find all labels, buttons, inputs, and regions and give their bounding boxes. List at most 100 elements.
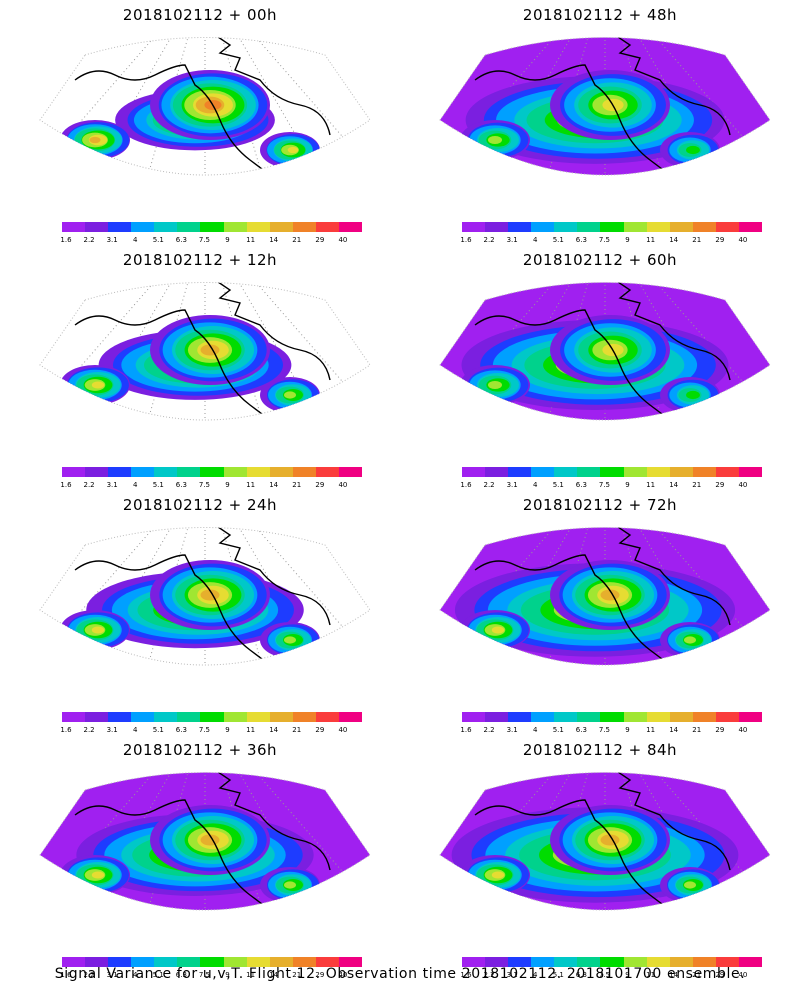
colorbar-tick-label: 7.5 <box>198 971 211 979</box>
map-panel: 2018102112 + 12h 1.6 2.2 3.1 4 5.1 6.3 7.5 9 11 14… <box>0 245 400 490</box>
colorbar-tick-label: 7.5 <box>198 726 211 734</box>
colorbar-swatch <box>462 712 486 722</box>
colorbar-swatch <box>85 222 109 232</box>
colorbar-tick-label: 2.2 <box>83 236 95 244</box>
colorbar-tick-label: 4 <box>532 726 538 734</box>
colorbar-tick-label: 2.2 <box>483 481 495 489</box>
colorbar-tick-label: 11 <box>646 481 656 489</box>
colorbar-tick-label: 40 <box>738 726 748 734</box>
colorbar-swatch <box>577 467 601 477</box>
colorbar-swatch <box>600 957 624 967</box>
colorbar-tick-label: 29 <box>315 236 325 244</box>
colorbar-swatch <box>508 712 532 722</box>
colorbar-swatch <box>338 957 363 967</box>
colorbar-tick-label: 3.1 <box>506 481 518 489</box>
colorbar <box>462 222 763 234</box>
colorbar-tick-label: 6.3 <box>575 726 587 734</box>
variance-contour <box>684 881 696 889</box>
colorbar-swatch <box>623 957 647 967</box>
colorbar-tick-label: 6.3 <box>575 236 587 244</box>
colorbar-tick-label: 21 <box>692 481 702 489</box>
colorbar-tick-label: 1.6 <box>60 971 72 979</box>
colorbar-swatch <box>577 222 601 232</box>
panel-title: 2018102112 + 60h <box>522 251 678 269</box>
variance-map <box>39 772 371 911</box>
colorbar <box>62 467 363 479</box>
colorbar-swatch <box>315 222 339 232</box>
colorbar-swatch <box>131 957 155 967</box>
colorbar-swatch <box>531 957 555 967</box>
variance-map <box>439 527 771 666</box>
colorbar-swatch <box>200 222 224 232</box>
colorbar-swatch <box>715 222 739 232</box>
colorbar-swatch <box>554 712 578 722</box>
colorbar-tick-label: 40 <box>338 236 348 244</box>
colorbar-tick-label: 2.2 <box>483 971 495 979</box>
colorbar-tick-label: 2.2 <box>83 726 95 734</box>
colorbar-tick-label: 3.1 <box>106 726 118 734</box>
colorbar-tick-label: 5.1 <box>152 236 164 244</box>
colorbar-swatch <box>623 712 647 722</box>
colorbar-tick-label: 5.1 <box>552 481 564 489</box>
colorbar-tick-label: 1.6 <box>60 481 72 489</box>
colorbar-swatch <box>177 712 201 722</box>
coastline <box>474 527 731 665</box>
colorbar-tick-label: 14 <box>669 236 679 244</box>
colorbar-tick-label: 21 <box>692 236 702 244</box>
panel-title: 2018102112 + 24h <box>122 496 278 514</box>
colorbar-swatch <box>315 957 339 967</box>
colorbar-tick-label: 4 <box>132 236 138 244</box>
colorbar-swatch <box>269 957 293 967</box>
colorbar-swatch <box>108 957 132 967</box>
colorbar-swatch <box>646 222 670 232</box>
map-panel: 2018102112 + 00h 1.6 2.2 3.1 4 5.1 6.3 7.5 9 11 14… <box>0 0 400 245</box>
colorbar-tick-label: 6.3 <box>175 726 187 734</box>
colorbar-tick-label: 1.6 <box>60 726 72 734</box>
colorbar-swatch <box>131 467 155 477</box>
variance-contour <box>89 136 101 144</box>
colorbar-swatch <box>738 712 763 722</box>
colorbar-tick-label: 40 <box>338 971 348 979</box>
colorbar-tick-label: 2.2 <box>83 481 95 489</box>
colorbar-swatch <box>669 712 693 722</box>
variance-contour <box>284 391 296 399</box>
colorbar-swatch <box>531 712 555 722</box>
colorbar-tick-label: 2.2 <box>83 971 95 979</box>
colorbar-tick-label: 4 <box>132 971 138 979</box>
colorbar-swatch <box>531 222 555 232</box>
colorbar-swatch <box>108 467 132 477</box>
colorbar-swatch <box>108 222 132 232</box>
colorbar-swatch <box>154 467 178 477</box>
colorbar-swatch <box>692 712 716 722</box>
coastline <box>74 772 331 910</box>
colorbar-tick-label: 2.2 <box>483 236 495 244</box>
colorbar-tick-label: 6.3 <box>175 236 187 244</box>
colorbar-tick-label: 29 <box>315 726 325 734</box>
colorbar-swatch <box>177 222 201 232</box>
colorbar-swatch <box>338 222 363 232</box>
colorbar-swatch <box>646 467 670 477</box>
map-panel: 2018102112 + 84h 1.6 2.2 3.1 4 5.1 6.3 7.5 9 11 14… <box>400 735 800 980</box>
colorbar-labels: 1.6 2.2 3.1 4 5.1 6.3 7.5 9 11 14 21 29 40 <box>455 481 775 491</box>
colorbar-tick-label: 29 <box>715 481 725 489</box>
variance-contour <box>284 636 296 644</box>
colorbar-swatch <box>246 467 270 477</box>
colorbar-tick-label: 5.1 <box>552 236 564 244</box>
colorbar-swatch <box>692 957 716 967</box>
colorbar-swatch <box>62 712 86 722</box>
variance-contour <box>684 636 696 644</box>
map-panel: 2018102112 + 60h 1.6 2.2 3.1 4 5.1 6.3 7.5 9 11 14… <box>400 245 800 490</box>
map-panel: 2018102112 + 24h 1.6 2.2 3.1 4 5.1 6.3 7.5 9 11 14… <box>0 490 400 735</box>
colorbar-labels: 1.6 2.2 3.1 4 5.1 6.3 7.5 9 11 14 21 29 40 <box>55 236 375 246</box>
colorbar-swatch <box>485 712 509 722</box>
colorbar-tick-label: 3.1 <box>506 726 518 734</box>
panel-title: 2018102112 + 36h <box>122 741 278 759</box>
colorbar-swatch <box>292 467 316 477</box>
panel-title: 2018102112 + 84h <box>522 741 678 759</box>
variance-map <box>439 37 771 176</box>
variance-contour <box>284 881 296 889</box>
meridian-line <box>240 37 370 175</box>
colorbar-swatch <box>577 957 601 967</box>
colorbar-tick-label: 1.6 <box>460 971 472 979</box>
colorbar-tick-label: 9 <box>225 236 230 244</box>
